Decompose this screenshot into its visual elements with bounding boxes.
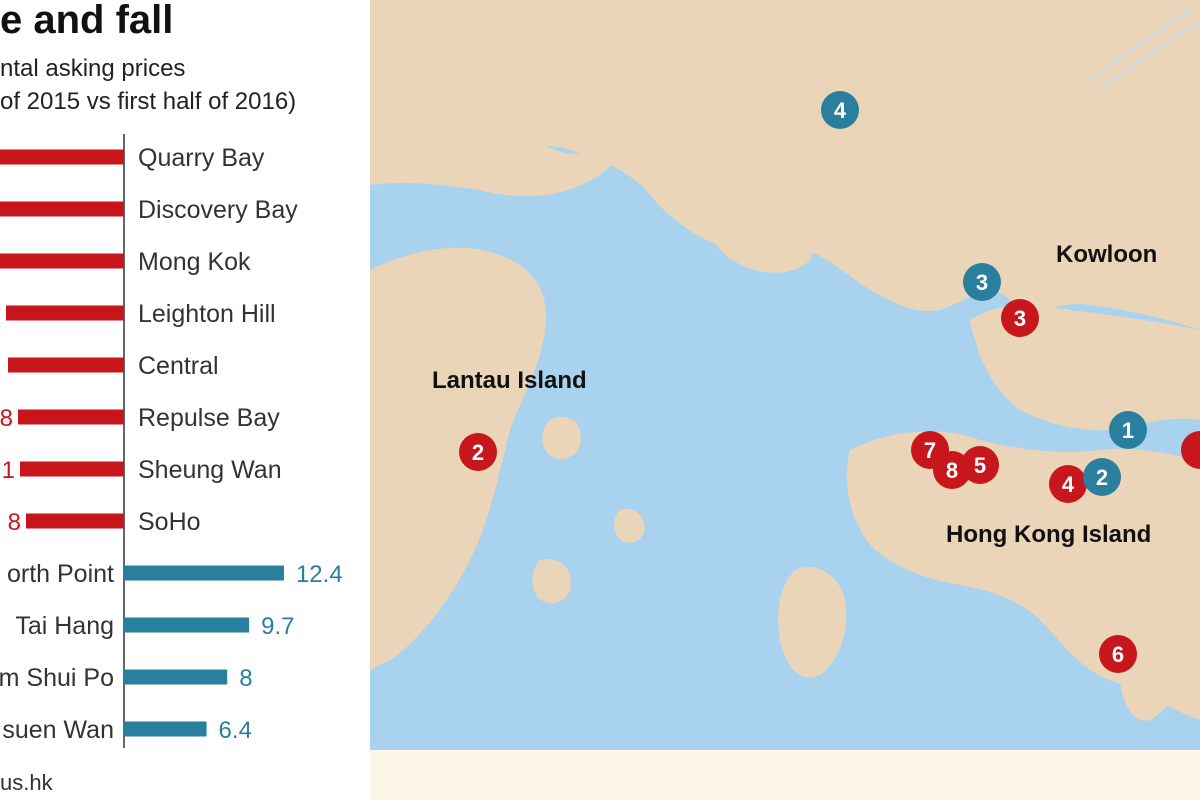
category-label: Central: [138, 352, 219, 380]
svg-text:4: 4: [1062, 472, 1075, 497]
bar-4: [8, 357, 124, 373]
category-label: SoHo: [138, 508, 201, 536]
value-label: 8: [0, 405, 13, 432]
category-label: Leighton Hill: [138, 300, 276, 328]
value-label: 1: [2, 457, 15, 484]
lamma-island: [778, 566, 847, 678]
bar-3: [6, 305, 124, 321]
map-marker: 4: [1049, 465, 1087, 503]
map-marker: 4: [821, 91, 859, 129]
map-marker: 6: [1099, 635, 1137, 673]
bar-5: [18, 409, 124, 425]
map-marker: 3: [963, 263, 1001, 301]
svg-text:4: 4: [834, 98, 847, 123]
bar-7: [26, 513, 124, 529]
southern-peninsula: [1119, 616, 1181, 721]
svg-text:2: 2: [472, 440, 484, 465]
kowloon-peninsula: [970, 305, 1200, 431]
bar-1: [0, 201, 124, 217]
svg-text:5: 5: [974, 453, 986, 478]
small-island-3: [614, 508, 645, 543]
value-label: 6.4: [219, 717, 252, 744]
value-label: 12.4: [296, 561, 343, 588]
category-label: suen Wan: [2, 716, 114, 744]
svg-text:8: 8: [946, 458, 958, 483]
land-masses: [370, 0, 1200, 721]
source-credit: us.hk: [0, 770, 53, 795]
category-label: Quarry Bay: [138, 144, 265, 172]
bar-chart: Quarry Bay Discovery Bay Mong Kok Leighton …: [0, 134, 343, 748]
chart-title: e and fall: [0, 0, 174, 42]
bar-2: [0, 253, 124, 269]
place-label: Hong Kong Island: [946, 521, 1151, 548]
bar-6: [20, 461, 124, 477]
svg-text:1: 1: [1122, 418, 1134, 443]
lantau-island: [370, 247, 547, 670]
map-marker: [1181, 431, 1200, 469]
svg-text:3: 3: [976, 270, 988, 295]
category-label: Sheung Wan: [138, 456, 282, 484]
value-label: 8: [239, 665, 252, 692]
highways: [1089, 9, 1200, 91]
category-label: m Shui Po: [0, 664, 114, 692]
map-marker: 1: [1109, 411, 1147, 449]
map-marker: 5: [961, 446, 999, 484]
category-label: Repulse Bay: [138, 404, 280, 432]
chart-subtitle-line2: of 2015 vs first half of 2016): [0, 88, 297, 115]
category-label: Tai Hang: [15, 612, 114, 640]
tsing-yi-island: [701, 145, 817, 273]
bar-11: [124, 721, 207, 737]
value-label: 9.7: [261, 613, 294, 640]
map-marker: 2: [459, 433, 497, 471]
bar-0: [0, 149, 124, 165]
category-label: Mong Kok: [138, 248, 251, 276]
bar-8: [124, 565, 284, 581]
chart-subtitle-line1: ntal asking prices: [0, 55, 186, 82]
small-island-2: [532, 559, 571, 604]
category-label: Discovery Bay: [138, 196, 298, 224]
svg-text:3: 3: [1014, 306, 1026, 331]
small-island-1: [542, 416, 581, 460]
svg-text:7: 7: [924, 438, 936, 463]
svg-text:6: 6: [1112, 642, 1124, 667]
place-label: Kowloon: [1056, 241, 1157, 268]
place-label: Lantau Island: [432, 367, 587, 394]
bar-10: [124, 669, 228, 685]
bar-9: [124, 617, 250, 633]
hong-kong-map: Lantau Island Kowloon Hong Kong Island 4 3 3 2…: [370, 0, 1200, 750]
map-marker: 3: [1001, 299, 1039, 337]
upper-left-land: [370, 97, 640, 197]
value-label: 8: [8, 509, 21, 536]
map-bottom-strip: [370, 750, 1200, 800]
category-label: orth Point: [7, 560, 114, 588]
svg-text:2: 2: [1096, 465, 1108, 490]
map-marker: 2: [1083, 458, 1121, 496]
map-marker: 8: [933, 451, 971, 489]
